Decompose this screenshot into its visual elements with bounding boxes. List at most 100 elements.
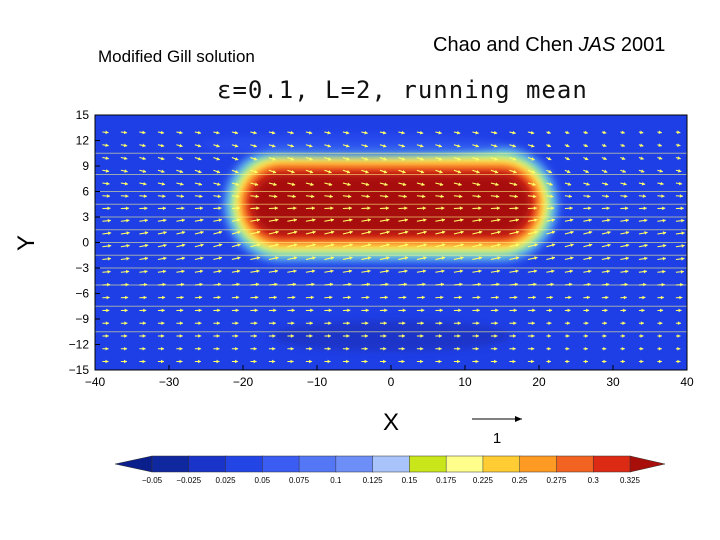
wind-vector-head: [255, 194, 259, 199]
wind-vector-head: [547, 346, 551, 351]
colorbar: −0.05 −0.025 0.025 0.05 0.075 0.1 0.125 0.15 0.1…: [114, 455, 666, 485]
wind-vector-head: [566, 359, 570, 364]
wind-vector-head: [364, 130, 368, 135]
wind-vector-head: [623, 295, 627, 300]
wind-vector-head: [441, 206, 445, 210]
wind-vector-head: [386, 230, 390, 235]
wind-vector-head: [235, 308, 239, 313]
wind-vector-head: [440, 295, 444, 300]
wind-vector-head: [346, 334, 350, 338]
wind-vector-head: [568, 282, 573, 287]
wind-vector-head: [459, 269, 464, 274]
wind-vector-head: [126, 231, 130, 235]
wind-vector-head: [273, 308, 277, 313]
y-tick-label: 0: [82, 236, 89, 250]
wind-vector-head: [142, 334, 146, 338]
wind-vector-head: [107, 257, 111, 261]
wind-vector-head: [587, 194, 591, 199]
wind-vector-head: [421, 182, 425, 186]
wind-vector-head: [197, 143, 202, 148]
wind-vector-head: [643, 282, 647, 287]
wind-vector-head: [677, 130, 681, 134]
wind-vector-head: [290, 144, 294, 148]
wind-vector-head: [547, 156, 552, 161]
wind-vector-head: [586, 308, 590, 313]
wind-vector-head: [256, 256, 261, 260]
wind-vector-head: [180, 182, 184, 186]
wind-vector-head: [621, 156, 626, 160]
y-tick-label: −12: [69, 338, 90, 352]
wind-vector-head: [642, 194, 646, 198]
wind-vector-head: [143, 282, 148, 287]
wind-vector-head: [217, 282, 222, 287]
wind-vector-head: [199, 206, 203, 211]
wind-vector-head: [494, 334, 498, 338]
wind-vector-head: [106, 295, 110, 300]
x-tick-label: −20: [233, 375, 254, 389]
wind-vector-head: [478, 230, 483, 235]
wind-vector-head: [584, 334, 588, 338]
wind-vector-head: [603, 321, 607, 326]
wind-vector-head: [497, 218, 501, 222]
wind-vector-head: [401, 359, 405, 364]
wind-vector-head: [534, 243, 538, 247]
colorbar-level-label: 0.075: [289, 476, 310, 485]
wind-vector-head: [621, 130, 625, 135]
wind-vector-head: [677, 334, 681, 338]
wind-vector-head: [198, 182, 202, 186]
wind-vector-head: [272, 321, 276, 326]
wind-vector-head: [197, 130, 202, 135]
wind-vector-head: [494, 157, 498, 161]
wind-vector-head: [604, 182, 609, 186]
wind-vector-head: [200, 218, 204, 223]
wind-vector-head: [161, 321, 165, 326]
wind-vector-head: [460, 218, 464, 222]
wind-vector-head: [478, 206, 482, 210]
y-axis-label: Y: [13, 235, 40, 251]
wind-vector-head: [422, 206, 426, 210]
wind-vector-head: [235, 321, 239, 326]
wind-vector-head: [162, 269, 167, 274]
wind-vector-head: [625, 269, 629, 274]
wind-vector-head: [680, 269, 684, 274]
wind-vector-head: [274, 282, 278, 287]
wind-vector-head: [606, 206, 610, 211]
wind-vector-head: [235, 334, 239, 338]
wind-vector-head: [327, 144, 331, 148]
wind-vector-head: [180, 295, 184, 300]
wind-vector-head: [292, 295, 296, 300]
wind-vector-head: [495, 308, 499, 313]
wind-vector-head: [404, 256, 409, 260]
wind-vector-head: [142, 346, 146, 351]
wind-vector-head: [142, 321, 146, 326]
wind-vector-head: [641, 181, 646, 186]
wind-vector-head: [308, 144, 313, 148]
wind-vector-head: [348, 206, 352, 210]
wind-vector-head: [420, 157, 424, 161]
wind-vector-head: [423, 243, 427, 247]
wind-vector-head: [181, 256, 185, 261]
wind-vector-head: [106, 308, 110, 313]
wind-vector-head: [513, 308, 517, 313]
wind-vector-head: [105, 346, 109, 351]
wind-vector-head: [476, 170, 480, 174]
wind-vector-head: [216, 130, 220, 135]
wind-vector-head: [547, 130, 551, 135]
wind-vector-head: [180, 194, 184, 199]
wind-vector-head: [440, 194, 444, 199]
wind-vector-head: [253, 144, 257, 148]
y-tick-label: 3: [82, 210, 89, 224]
wind-vector-head: [290, 334, 294, 338]
wind-vector-head: [275, 218, 279, 222]
wind-vector-head: [161, 334, 165, 338]
wind-vector-head: [438, 144, 442, 148]
wind-vector-head: [105, 156, 109, 160]
y-tick-label: −6: [75, 287, 89, 301]
wind-vector-head: [569, 269, 573, 274]
wind-vector-head: [236, 295, 240, 300]
wind-vector-head: [124, 321, 128, 326]
wind-vector-head: [441, 256, 446, 260]
wind-vector-head: [458, 308, 462, 313]
wind-vector-head: [309, 170, 314, 174]
wind-vector-head: [677, 359, 681, 364]
